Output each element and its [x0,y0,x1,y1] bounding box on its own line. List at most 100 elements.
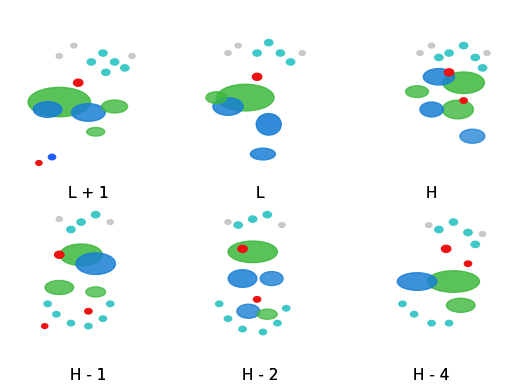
Text: H: H [426,186,437,201]
Circle shape [42,324,48,328]
Circle shape [85,323,92,329]
Text: H: H [426,186,437,201]
Circle shape [410,312,418,317]
Circle shape [36,161,42,165]
Circle shape [471,54,479,61]
Circle shape [471,241,479,248]
Circle shape [428,43,435,48]
Circle shape [299,51,305,56]
Circle shape [464,261,472,266]
Circle shape [235,43,241,48]
Circle shape [121,65,129,71]
Circle shape [253,297,261,302]
Ellipse shape [406,86,428,97]
Text: H - 4: H - 4 [413,368,450,383]
Ellipse shape [87,127,105,136]
Ellipse shape [420,102,443,117]
Circle shape [435,226,443,233]
Circle shape [107,220,113,224]
Ellipse shape [45,280,74,294]
Ellipse shape [251,148,276,160]
Circle shape [85,308,92,314]
Circle shape [441,245,451,252]
Circle shape [445,69,454,76]
Ellipse shape [228,270,257,287]
Circle shape [253,50,261,56]
Ellipse shape [28,87,90,117]
Circle shape [224,316,231,321]
Ellipse shape [443,72,485,93]
Circle shape [56,217,62,221]
Circle shape [460,43,468,49]
Circle shape [110,59,119,65]
Circle shape [252,73,262,80]
Ellipse shape [427,271,479,292]
Circle shape [239,326,246,332]
Circle shape [249,216,257,222]
Circle shape [48,154,56,160]
Ellipse shape [423,68,454,85]
Circle shape [276,50,284,56]
Ellipse shape [442,100,473,119]
Circle shape [287,59,295,65]
Circle shape [279,223,285,228]
Circle shape [445,50,453,56]
Circle shape [234,222,242,228]
Text: H - 1: H - 1 [70,368,107,383]
Circle shape [56,54,62,58]
Text: L + 1: L + 1 [68,186,109,201]
Ellipse shape [206,92,227,104]
Circle shape [417,51,423,56]
Text: H - 1: H - 1 [70,368,107,383]
Circle shape [282,305,290,311]
Circle shape [238,245,247,252]
Circle shape [53,312,60,317]
Ellipse shape [260,271,283,285]
Text: H - 4: H - 4 [413,368,450,383]
Ellipse shape [33,102,62,117]
Circle shape [479,231,486,236]
Text: H - 2: H - 2 [242,368,278,383]
Circle shape [478,65,487,71]
Circle shape [44,301,51,307]
Ellipse shape [86,287,106,297]
Ellipse shape [460,129,485,143]
Ellipse shape [228,241,278,263]
Circle shape [92,212,100,218]
Circle shape [99,50,107,56]
Text: H - 2: H - 2 [242,368,278,383]
Circle shape [265,39,273,46]
Circle shape [425,223,432,228]
Text: L + 1: L + 1 [68,186,109,201]
Ellipse shape [76,253,115,274]
Ellipse shape [237,304,260,318]
Circle shape [87,59,96,65]
Circle shape [216,301,223,307]
Circle shape [435,54,443,61]
Circle shape [428,320,435,326]
Ellipse shape [217,84,274,111]
Text: L: L [256,186,264,201]
Circle shape [449,219,458,225]
Circle shape [71,43,77,48]
Circle shape [464,230,472,236]
Circle shape [107,301,114,307]
Circle shape [460,98,467,103]
Circle shape [73,79,83,86]
Ellipse shape [256,113,281,135]
Ellipse shape [101,100,127,113]
Circle shape [67,226,75,233]
Circle shape [274,320,281,326]
Circle shape [263,212,271,218]
Text: L: L [256,186,264,201]
Ellipse shape [257,309,277,319]
Ellipse shape [446,298,475,312]
Circle shape [129,54,135,58]
Circle shape [399,301,406,307]
Circle shape [259,329,267,335]
Circle shape [77,219,85,225]
Ellipse shape [213,98,243,115]
Circle shape [225,220,231,224]
Ellipse shape [397,273,437,290]
Circle shape [446,320,453,326]
